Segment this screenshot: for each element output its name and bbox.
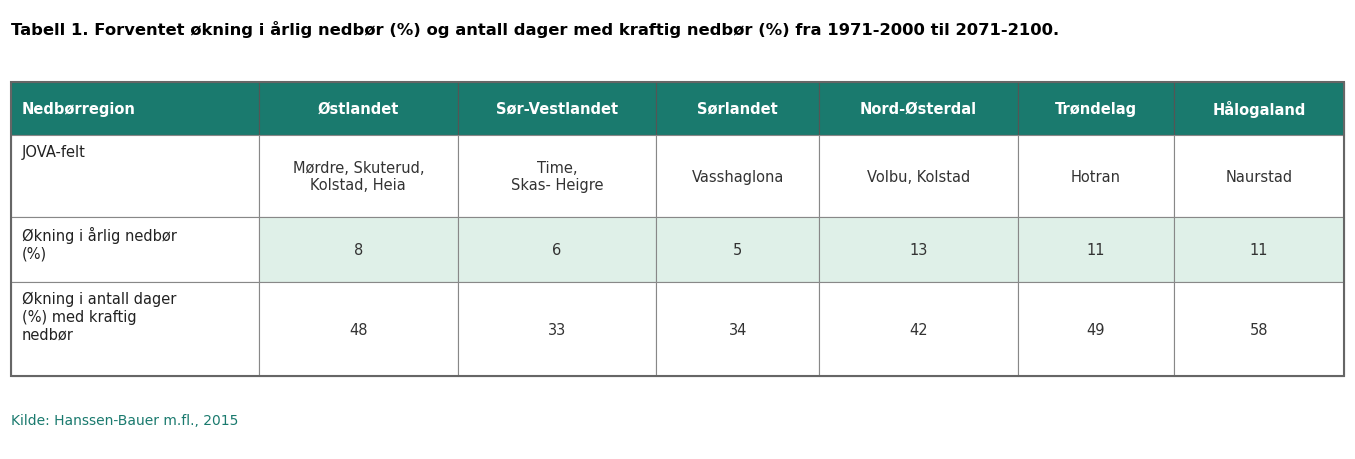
Bar	[1018, 218, 1173, 282]
Text: Kilde: Hanssen-Bauer m.fl., 2015: Kilde: Hanssen-Bauer m.fl., 2015	[11, 413, 238, 427]
Text: Vasshaglona: Vasshaglona	[691, 169, 785, 184]
Bar	[820, 135, 1018, 218]
Text: Nord-Østerdal: Nord-Østerdal	[860, 101, 977, 117]
Bar	[820, 83, 1018, 135]
Bar	[11, 135, 259, 218]
Bar	[259, 218, 458, 282]
Bar	[11, 218, 259, 282]
Bar	[656, 83, 820, 135]
Text: Hotran: Hotran	[1070, 169, 1121, 184]
Bar	[656, 282, 820, 376]
Text: 33: 33	[547, 322, 566, 337]
Text: Østlandet: Østlandet	[317, 101, 398, 117]
Text: 6: 6	[553, 242, 561, 257]
Bar	[656, 135, 820, 218]
Text: 8: 8	[354, 242, 363, 257]
Text: Time,
Skas- Heigre: Time, Skas- Heigre	[511, 161, 603, 193]
Text: 34: 34	[729, 322, 747, 337]
Text: Mørdre, Skuterud,
Kolstad, Heia: Mørdre, Skuterud, Kolstad, Heia	[293, 161, 424, 193]
Text: Økning i antall dager
(%) med kraftig
nedbør: Økning i antall dager (%) med kraftig ne…	[22, 291, 176, 341]
Text: 42: 42	[909, 322, 928, 337]
Text: Sør-Vestlandet: Sør-Vestlandet	[496, 101, 618, 117]
Text: 5: 5	[733, 242, 743, 257]
Text: Økning i årlig nedbør
(%): Økning i årlig nedbør (%)	[22, 227, 176, 261]
Bar	[1018, 282, 1173, 376]
Bar	[458, 218, 656, 282]
Bar	[259, 135, 458, 218]
Bar	[458, 282, 656, 376]
Bar	[11, 83, 1344, 376]
Bar	[656, 218, 820, 282]
Text: Trøndelag: Trøndelag	[1056, 101, 1137, 117]
Text: 48: 48	[350, 322, 367, 337]
Text: Hålogaland: Hålogaland	[1213, 101, 1306, 118]
Bar	[458, 83, 656, 135]
Text: Tabell 1. Forventet økning i årlig nedbør (%) og antall dager med kraftig nedbør: Tabell 1. Forventet økning i årlig nedbø…	[11, 21, 1060, 38]
Text: 13: 13	[909, 242, 928, 257]
Bar	[1173, 218, 1344, 282]
Bar	[1018, 135, 1173, 218]
Bar	[1173, 83, 1344, 135]
Bar	[1018, 83, 1173, 135]
Text: 49: 49	[1087, 322, 1106, 337]
Bar	[820, 282, 1018, 376]
Text: 58: 58	[1249, 322, 1268, 337]
Bar	[259, 282, 458, 376]
Text: 11: 11	[1249, 242, 1268, 257]
Bar	[11, 282, 259, 376]
Bar	[259, 83, 458, 135]
Text: Naurstad: Naurstad	[1225, 169, 1293, 184]
Bar	[1173, 282, 1344, 376]
Text: 11: 11	[1087, 242, 1106, 257]
Bar	[820, 218, 1018, 282]
Bar	[11, 83, 259, 135]
Bar	[458, 135, 656, 218]
Bar	[1173, 135, 1344, 218]
Text: Sørlandet: Sørlandet	[698, 101, 778, 117]
Text: Volbu, Kolstad: Volbu, Kolstad	[867, 169, 970, 184]
Text: JOVA-felt: JOVA-felt	[22, 145, 85, 160]
Text: Nedbørregion: Nedbørregion	[22, 101, 136, 117]
